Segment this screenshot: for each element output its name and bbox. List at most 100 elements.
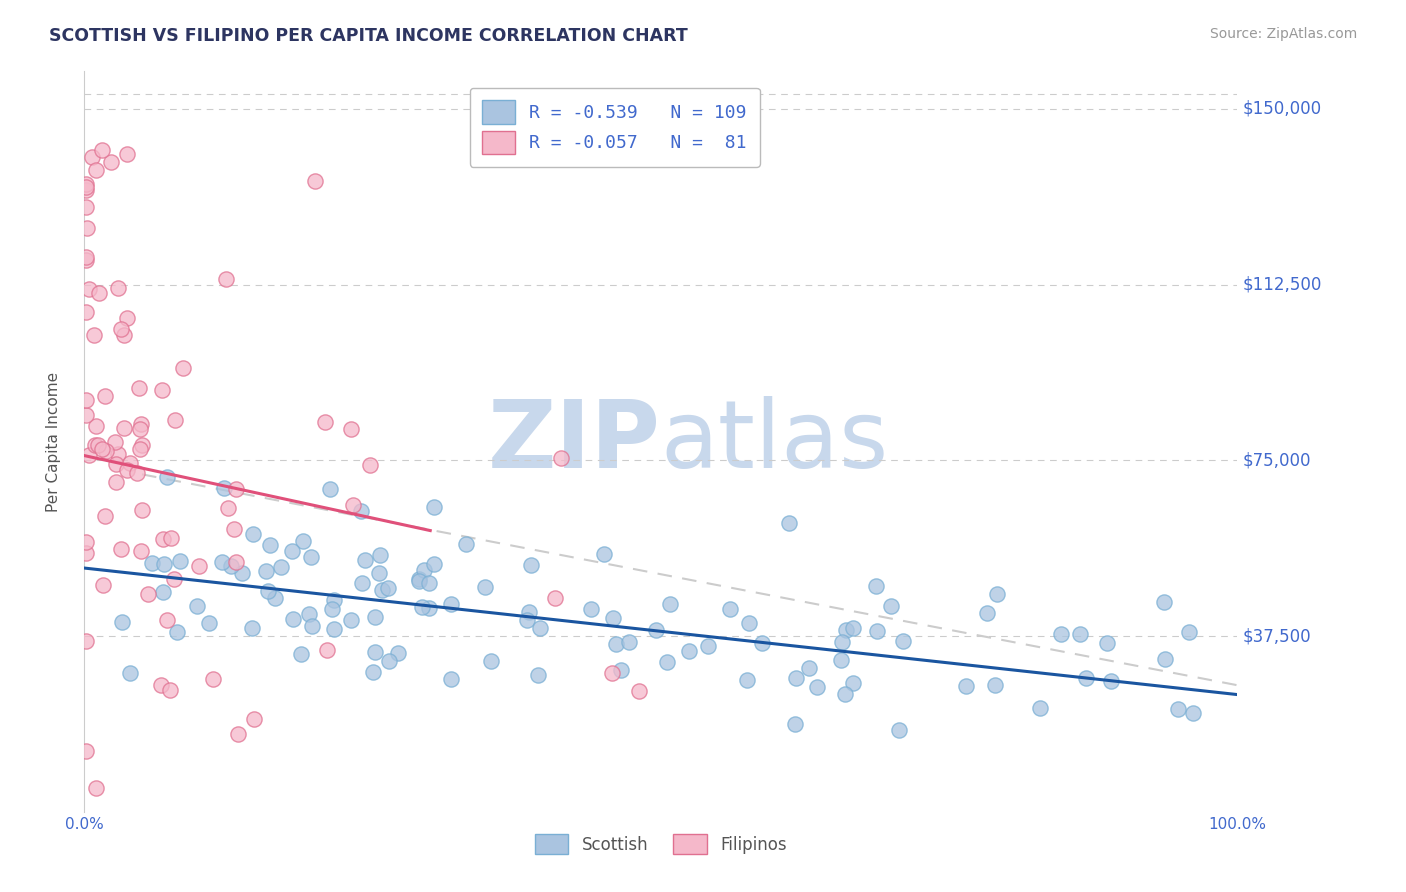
Point <box>75 252 97 267</box>
Point <box>806 681 828 695</box>
Point <box>107 447 129 461</box>
Point <box>349 504 371 518</box>
Point <box>129 442 152 457</box>
Point <box>1181 706 1204 720</box>
Point <box>352 576 374 591</box>
Point <box>304 174 326 188</box>
Point <box>1069 627 1091 641</box>
Point <box>371 582 394 597</box>
Point <box>644 623 666 637</box>
Point <box>891 634 914 648</box>
Point <box>226 727 249 741</box>
Point <box>658 598 681 612</box>
Point <box>866 624 889 638</box>
Point <box>1177 625 1199 640</box>
Point <box>117 147 139 161</box>
Point <box>75 744 97 758</box>
Point <box>111 615 134 629</box>
Point <box>1029 701 1052 715</box>
Point <box>1153 595 1175 609</box>
Point <box>340 613 363 627</box>
Text: SCOTTISH VS FILIPINO PER CAPITA INCOME CORRELATION CHART: SCOTTISH VS FILIPINO PER CAPITA INCOME C… <box>49 27 688 45</box>
Point <box>112 421 135 435</box>
Point <box>955 679 977 693</box>
Point <box>110 542 132 557</box>
Point <box>1050 627 1073 641</box>
Text: $75,000: $75,000 <box>1243 451 1312 469</box>
Point <box>321 602 343 616</box>
Point <box>163 572 186 586</box>
Point <box>479 654 502 668</box>
Point <box>439 672 461 686</box>
Point <box>76 220 98 235</box>
Point <box>225 482 247 496</box>
Point <box>290 647 312 661</box>
Point <box>187 558 209 573</box>
Point <box>292 533 315 548</box>
Text: $112,500: $112,500 <box>1243 276 1323 293</box>
Point <box>150 678 173 692</box>
Point <box>129 417 152 432</box>
Point <box>257 584 280 599</box>
Point <box>211 556 233 570</box>
Point <box>387 646 409 660</box>
Point <box>128 381 150 395</box>
Text: Source: ZipAtlas.com: Source: ZipAtlas.com <box>1209 27 1357 41</box>
Point <box>364 645 387 659</box>
Point <box>156 613 179 627</box>
Point <box>413 563 436 577</box>
Point <box>976 606 998 620</box>
Point <box>242 526 264 541</box>
Point <box>655 655 678 669</box>
Point <box>830 653 852 667</box>
Point <box>131 503 153 517</box>
Point <box>778 516 800 531</box>
Point <box>314 416 336 430</box>
Point <box>242 621 264 635</box>
Point <box>264 591 287 605</box>
Point <box>799 661 821 675</box>
Y-axis label: Per Capita Income: Per Capita Income <box>46 371 60 512</box>
Point <box>363 609 385 624</box>
Point <box>602 610 624 624</box>
Point <box>118 456 141 470</box>
Point <box>516 613 538 627</box>
Point <box>75 408 97 422</box>
Point <box>201 672 224 686</box>
Point <box>368 548 391 562</box>
Point <box>353 553 375 567</box>
Point <box>520 558 543 572</box>
Point <box>617 635 640 649</box>
Point <box>75 250 97 264</box>
Point <box>544 591 567 606</box>
Point <box>1099 673 1122 688</box>
Point <box>91 578 114 592</box>
Point <box>186 599 208 613</box>
Point <box>1074 672 1097 686</box>
Point <box>166 624 188 639</box>
Point <box>107 281 129 295</box>
Point <box>440 597 463 611</box>
Point <box>550 450 572 465</box>
Point <box>751 636 773 650</box>
Point <box>131 438 153 452</box>
Point <box>75 200 97 214</box>
Point <box>297 607 319 621</box>
Point <box>77 448 100 462</box>
Point <box>718 601 741 615</box>
Point <box>259 538 281 552</box>
Point <box>880 599 903 614</box>
Point <box>842 621 865 635</box>
Point <box>75 177 97 191</box>
Point <box>831 635 853 649</box>
Point <box>678 644 700 658</box>
Point <box>153 557 176 571</box>
Point <box>627 683 650 698</box>
Point <box>986 587 1008 601</box>
Point <box>600 666 623 681</box>
Point <box>377 581 399 595</box>
Point <box>100 155 122 169</box>
Point <box>270 560 292 574</box>
Point <box>340 422 363 436</box>
Point <box>408 574 430 589</box>
